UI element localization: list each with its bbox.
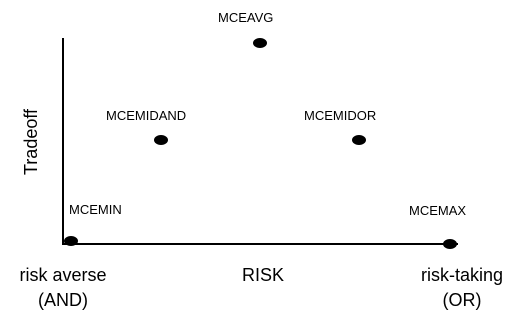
x-left-label-line2: (AND) (38, 290, 88, 310)
point-label-mcemax: MCEMAX (409, 203, 466, 218)
point-mcemidor (352, 135, 366, 145)
x-right-label-line1: risk-taking (421, 265, 503, 285)
point-mcemin (64, 236, 78, 246)
point-mcemax (443, 239, 457, 249)
point-label-mceavg: MCEAVG (218, 10, 273, 25)
point-label-mcemidor: MCEMIDOR (304, 108, 376, 123)
x-right-label-line2: (OR) (443, 290, 482, 310)
point-label-mcemin: MCEMIN (69, 202, 122, 217)
x-left-label-line1: risk averse (19, 265, 106, 285)
x-axis-label: RISK (242, 265, 284, 285)
point-label-mcemidand: MCEMIDAND (106, 108, 186, 123)
point-mcemidand (154, 135, 168, 145)
y-axis-label: Tradeoff (21, 108, 41, 175)
point-mceavg (253, 38, 267, 48)
